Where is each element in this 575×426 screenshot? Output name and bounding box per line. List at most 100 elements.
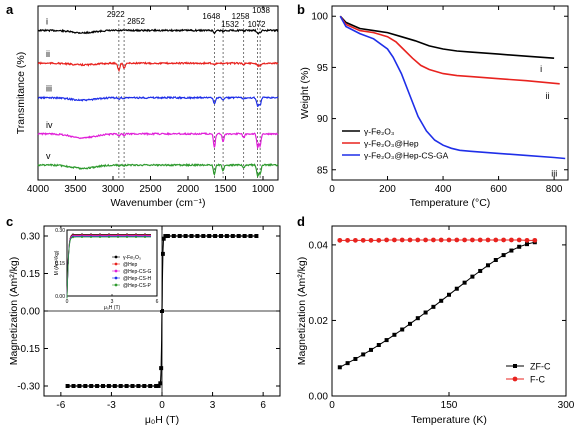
x-tick-label: 1500 xyxy=(214,184,237,195)
x-tick-label: 4000 xyxy=(27,184,50,195)
x-tick-label: 1000 xyxy=(252,184,275,195)
data-point xyxy=(213,234,218,238)
x-tick-label: 2000 xyxy=(177,184,200,195)
inset-data-point xyxy=(108,236,110,239)
data-point xyxy=(493,237,499,243)
inset-data-point xyxy=(99,236,101,239)
data-point xyxy=(399,237,405,243)
panel-label-d: d xyxy=(297,214,305,229)
data-point xyxy=(470,237,475,243)
inset-data-point xyxy=(72,236,74,239)
legend-label: γ-Fe₂O₃@Hep-CS-GA xyxy=(364,151,449,161)
data-point xyxy=(415,237,421,243)
data-point xyxy=(337,237,343,243)
series-label: ii xyxy=(46,49,50,59)
data-point xyxy=(423,310,428,315)
inset-data-point xyxy=(90,236,92,239)
reference-label: 2852 xyxy=(127,17,145,26)
data-point xyxy=(431,304,436,309)
x-tick-label: 2500 xyxy=(139,184,162,195)
x-tick-label: 3000 xyxy=(102,184,125,195)
inset-data-point xyxy=(117,236,119,239)
data-point xyxy=(408,321,412,326)
data-point xyxy=(106,384,111,388)
data-point xyxy=(361,352,366,357)
data-point xyxy=(509,248,514,253)
x-tick-label: -6 xyxy=(56,400,65,411)
y-tick-label: 0.15 xyxy=(21,269,41,280)
reference-label: 1072 xyxy=(248,20,266,29)
data-point xyxy=(195,234,200,238)
y-tick-label: 100 xyxy=(311,12,328,23)
data-point xyxy=(71,384,76,388)
data-point xyxy=(368,237,374,243)
inset-x-tick-label: 6 xyxy=(156,299,159,305)
data-point xyxy=(118,384,123,388)
y-tick-label: 0.02 xyxy=(309,316,329,327)
inset-data-point xyxy=(144,236,146,239)
data-point xyxy=(183,234,188,238)
inset-x-tick-label: 0 xyxy=(66,299,69,305)
spectrum-line xyxy=(37,28,279,35)
data-point xyxy=(83,384,88,388)
reference-label: 1038 xyxy=(252,6,270,15)
spectrum-line xyxy=(37,61,279,73)
spectrum-line xyxy=(37,162,279,178)
tga-line xyxy=(339,15,555,59)
x-tick-label: 3 xyxy=(210,400,216,411)
inset-data-point xyxy=(81,236,83,239)
x-tick-label: 0 xyxy=(329,400,335,411)
data-point xyxy=(525,242,529,247)
data-point xyxy=(485,237,491,243)
data-point xyxy=(439,298,444,303)
x-tick-label: 400 xyxy=(435,184,452,195)
data-point xyxy=(337,365,342,370)
data-point xyxy=(407,237,413,243)
y-axis-title: Magnetization (Am²/kg) xyxy=(296,257,308,366)
data-point xyxy=(95,384,100,388)
y-tick-label: 95 xyxy=(317,63,329,74)
data-point xyxy=(136,384,141,388)
spectrum-line xyxy=(37,131,279,150)
data-point xyxy=(189,234,194,238)
y-tick-label: 0.30 xyxy=(21,232,41,243)
data-point xyxy=(163,234,168,239)
data-point xyxy=(254,234,259,238)
data-point xyxy=(415,316,420,321)
data-point xyxy=(160,251,165,256)
data-point xyxy=(501,237,506,243)
data-point xyxy=(142,384,147,388)
data-point xyxy=(446,237,452,243)
plot-frame xyxy=(331,5,569,181)
inset-y-tick-label: 0.15 xyxy=(55,261,65,267)
data-point xyxy=(384,237,389,243)
data-point xyxy=(171,234,176,238)
data-point xyxy=(124,384,129,388)
y-axis-title: Weight (%) xyxy=(299,67,311,119)
y-axis-title: Magnetization (Am²/kg) xyxy=(8,257,20,366)
data-point xyxy=(517,244,522,249)
x-axis-title: Wavenumber (cm⁻¹) xyxy=(111,197,206,209)
data-point xyxy=(130,384,135,388)
data-point xyxy=(156,383,161,388)
x-tick-label: 0 xyxy=(329,184,335,195)
data-point xyxy=(431,237,436,243)
data-point xyxy=(207,234,212,238)
x-tick-label: 150 xyxy=(441,400,458,411)
legend-marker xyxy=(513,364,517,368)
data-point xyxy=(360,237,366,243)
series-label: iii xyxy=(551,169,557,179)
legend-label: γ-Fe₂O₃ xyxy=(364,127,394,137)
data-point xyxy=(353,356,358,361)
x-tick-label: 0 xyxy=(159,400,165,411)
inset-legend-label: @Hep-CS-P xyxy=(123,283,152,289)
data-point xyxy=(353,237,358,243)
panel-label-b: b xyxy=(297,2,305,17)
data-point xyxy=(161,236,166,241)
series-label: i xyxy=(46,16,48,26)
data-point xyxy=(438,237,444,243)
x-tick-label: 800 xyxy=(546,184,563,195)
data-point xyxy=(242,234,247,238)
